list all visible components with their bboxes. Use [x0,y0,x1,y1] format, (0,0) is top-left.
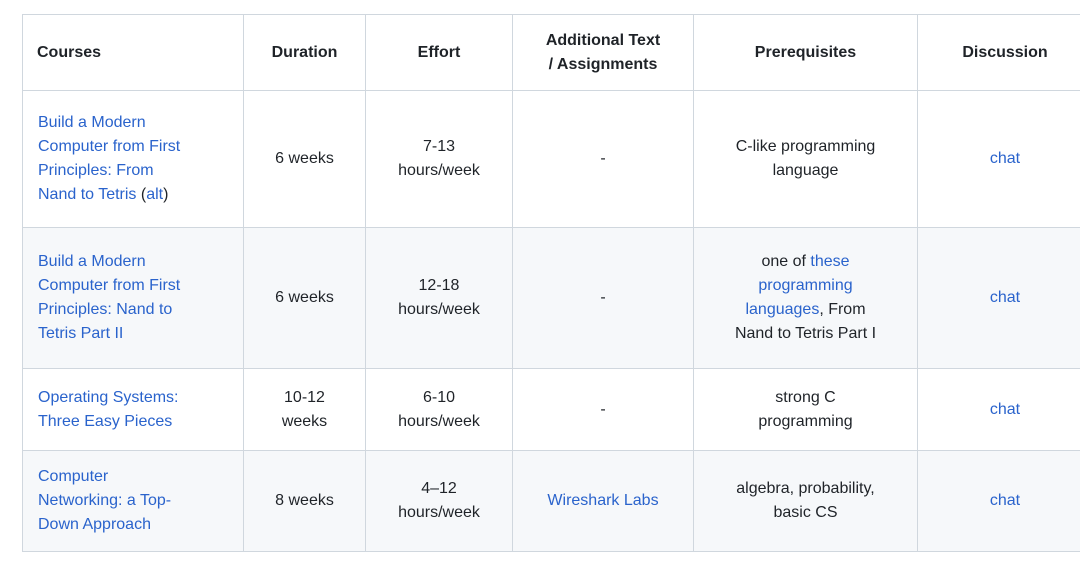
cell-text: ) [163,186,169,203]
cell-text: strong C programming [758,388,853,430]
header-effort: Effort [365,14,513,91]
course-link-computer-networking[interactable]: Computer Networking: a Top- Down Approac… [38,468,172,533]
header-row: Courses Duration Effort Additional Text / A… [22,14,1080,91]
cell-additional: - [512,227,694,369]
courses-table: Courses Duration Effort Additional Text / A… [22,14,1080,552]
cell-prerequisites: strong C programming [693,368,918,451]
chat-link[interactable]: chat [989,400,1021,418]
cell-text: one of [761,253,811,270]
cell-text: C-like programming language [735,138,876,179]
table-row: Build a Modern Computer from First Princ… [22,227,1080,369]
cell-text: 6-10 hours/week [398,388,480,430]
header-discussion: Discussion [917,14,1080,91]
courses-table-body: Build a Modern Computer from First Princ… [22,90,1080,552]
cell-discussion: chat [917,227,1080,369]
course-link-nand2tetris-part2[interactable]: Build a Modern Computer from First Princ… [38,253,181,342]
course-link-ostep[interactable]: Operating Systems: Three Easy Pieces [38,388,179,430]
cell-text: algebra, probability, basic CS [736,480,875,521]
cell-duration: 6 weeks [243,90,366,228]
cell-courses: Build a Modern Computer from First Princ… [22,90,244,228]
table-row: Computer Networking: a Top- Down Approac… [22,450,1080,552]
cell-duration: 8 weeks [243,450,366,552]
cell-text: , From Nand to Tetris Part I [734,301,877,342]
cell-effort: 12-18 hours/week [365,227,513,369]
cell-additional: - [512,368,694,451]
cell-additional: Wireshark Labs [512,450,694,552]
cell-text: - [600,150,606,167]
cell-text: - [600,289,606,306]
chat-link[interactable]: chat [989,289,1021,306]
cell-effort: 6-10 hours/week [365,368,513,451]
programming-languages-link[interactable]: these programming languages [745,253,853,318]
cell-prerequisites: one of these programming languages, From… [693,227,918,369]
cell-effort: 4–12 hours/week [365,450,513,552]
chat-link[interactable]: chat [989,492,1021,509]
table-row: Build a Modern Computer from First Princ… [22,90,1080,228]
cell-text: ( [136,186,147,203]
course-alt-link[interactable]: alt [146,186,164,203]
table-row: Operating Systems: Three Easy Pieces 10-1… [22,368,1080,451]
header-prerequisites: Prerequisites [693,14,918,91]
cell-prerequisites: algebra, probability, basic CS [693,450,918,552]
cell-prerequisites: C-like programming language [693,90,918,228]
cell-courses: Build a Modern Computer from First Princ… [22,227,244,369]
header-duration: Duration [243,14,366,91]
cell-text: 7-13 hours/week [398,138,480,179]
cell-discussion: chat [917,450,1080,552]
cell-text: 10-12 weeks [281,388,328,430]
cell-text: 12-18 hours/week [398,277,480,318]
cell-discussion: chat [917,368,1080,451]
cell-duration: 10-12 weeks [243,368,366,451]
wireshark-labs-link[interactable]: Wireshark Labs [547,492,659,509]
cell-duration: 6 weeks [243,227,366,369]
cell-discussion: chat [917,90,1080,228]
cell-text: 6 weeks [275,150,334,167]
header-additional: Additional Text / Assignments [512,14,694,91]
cell-additional: - [512,90,694,228]
cell-text: 6 weeks [275,289,334,306]
cell-text: 8 weeks [275,492,334,509]
cell-courses: Computer Networking: a Top- Down Approac… [22,450,244,552]
cell-effort: 7-13 hours/week [365,90,513,228]
cell-courses: Operating Systems: Three Easy Pieces [22,368,244,451]
cell-text: - [600,400,606,418]
cell-text: 4–12 hours/week [398,480,480,521]
courses-table-header: Courses Duration Effort Additional Text / A… [22,14,1080,91]
chat-link[interactable]: chat [989,150,1021,167]
header-courses: Courses [22,14,244,91]
course-link-nand2tetris-part1[interactable]: Build a Modern Computer from First Princ… [38,114,181,203]
